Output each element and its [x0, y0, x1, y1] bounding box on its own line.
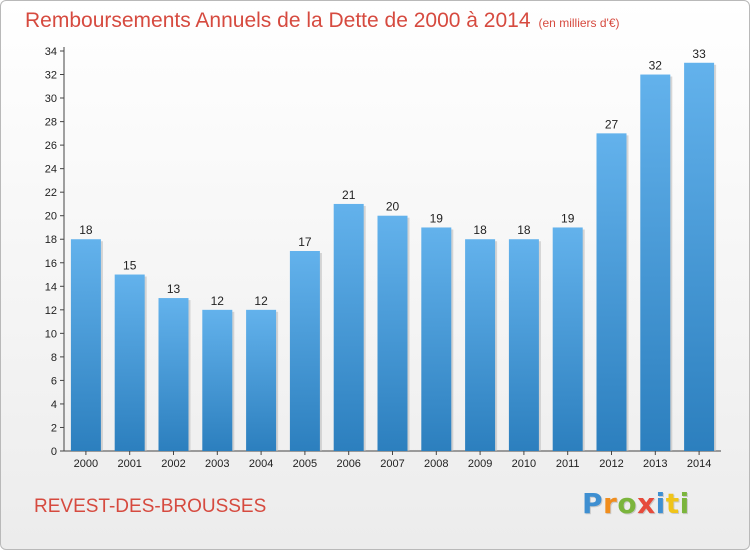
x-tick-label: 2010 [512, 458, 536, 470]
bar [684, 62, 715, 451]
y-tick-label: 30 [45, 93, 57, 105]
x-tick-label: 2006 [336, 458, 360, 470]
y-tick-label: 34 [45, 46, 57, 58]
bar [465, 239, 496, 451]
bar [552, 227, 583, 451]
y-tick-label: 14 [45, 281, 57, 293]
bar [158, 298, 189, 451]
logo-letter: P [582, 487, 604, 520]
y-tick-label: 28 [45, 117, 57, 129]
bar-value-label: 13 [167, 282, 181, 296]
y-tick-label: 8 [51, 352, 57, 364]
bar [377, 215, 408, 451]
y-tick-label: 24 [45, 164, 57, 176]
y-tick-label: 20 [45, 211, 57, 223]
bar [640, 74, 671, 451]
bar [508, 239, 539, 451]
y-tick-label: 16 [45, 258, 57, 270]
bar [289, 251, 320, 451]
bar-value-label: 27 [605, 117, 619, 131]
x-tick-label: 2008 [424, 458, 448, 470]
bar-value-label: 21 [342, 188, 356, 202]
x-tick-label: 2002 [161, 458, 185, 470]
x-tick-label: 2014 [687, 458, 711, 470]
bar-value-label: 12 [211, 294, 225, 308]
x-tick-label: 2009 [468, 458, 492, 470]
bar [333, 203, 364, 451]
bar-value-label: 15 [123, 259, 137, 273]
bar-value-label: 18 [79, 223, 93, 237]
bar-value-label: 17 [298, 235, 312, 249]
y-tick-label: 10 [45, 328, 57, 340]
bar [202, 309, 233, 451]
chart-unit: (en milliers d'€) [538, 16, 620, 30]
x-tick-label: 2007 [380, 458, 404, 470]
x-tick-label: 2013 [643, 458, 667, 470]
bar [114, 274, 145, 451]
x-tick-label: 2005 [293, 458, 317, 470]
logo-letter: r [603, 487, 618, 520]
chart-title: Remboursements Annuels de la Dette de 20… [25, 9, 620, 33]
bar-value-label: 18 [473, 223, 487, 237]
bar-value-label: 18 [517, 223, 531, 237]
y-tick-label: 12 [45, 305, 57, 317]
y-tick-label: 18 [45, 234, 57, 246]
y-tick-label: 26 [45, 140, 57, 152]
bar-value-label: 33 [692, 47, 706, 61]
y-tick-label: 6 [51, 375, 57, 387]
bar [70, 239, 101, 451]
bar-value-label: 19 [561, 211, 575, 225]
y-tick-label: 2 [51, 422, 57, 434]
y-tick-label: 0 [51, 446, 57, 458]
logo-letter: t [665, 487, 680, 520]
logo-letter: o [617, 487, 638, 520]
proxiti-logo: Proxiti [582, 487, 690, 520]
logo-letter: i [655, 487, 666, 520]
bar-value-label: 19 [430, 211, 444, 225]
bar-value-label: 20 [386, 200, 400, 214]
x-tick-label: 2001 [117, 458, 141, 470]
bar [421, 227, 452, 451]
y-tick-label: 22 [45, 187, 57, 199]
y-tick-label: 4 [51, 399, 57, 411]
x-tick-label: 2012 [599, 458, 623, 470]
logo-letter: i [679, 487, 690, 520]
bar-value-label: 12 [254, 294, 268, 308]
bar [596, 133, 627, 451]
bar [246, 309, 277, 451]
logo-letter: x [637, 487, 656, 520]
x-tick-label: 2004 [249, 458, 273, 470]
x-tick-label: 2011 [556, 458, 580, 470]
bar-value-label: 32 [649, 59, 663, 73]
chart-title-text: Remboursements Annuels de la Dette de 20… [25, 9, 531, 32]
y-tick-label: 32 [45, 70, 57, 82]
commune-name: REVEST-DES-BROUSSES [34, 496, 267, 517]
x-tick-label: 2000 [74, 458, 98, 470]
x-tick-label: 2003 [205, 458, 229, 470]
